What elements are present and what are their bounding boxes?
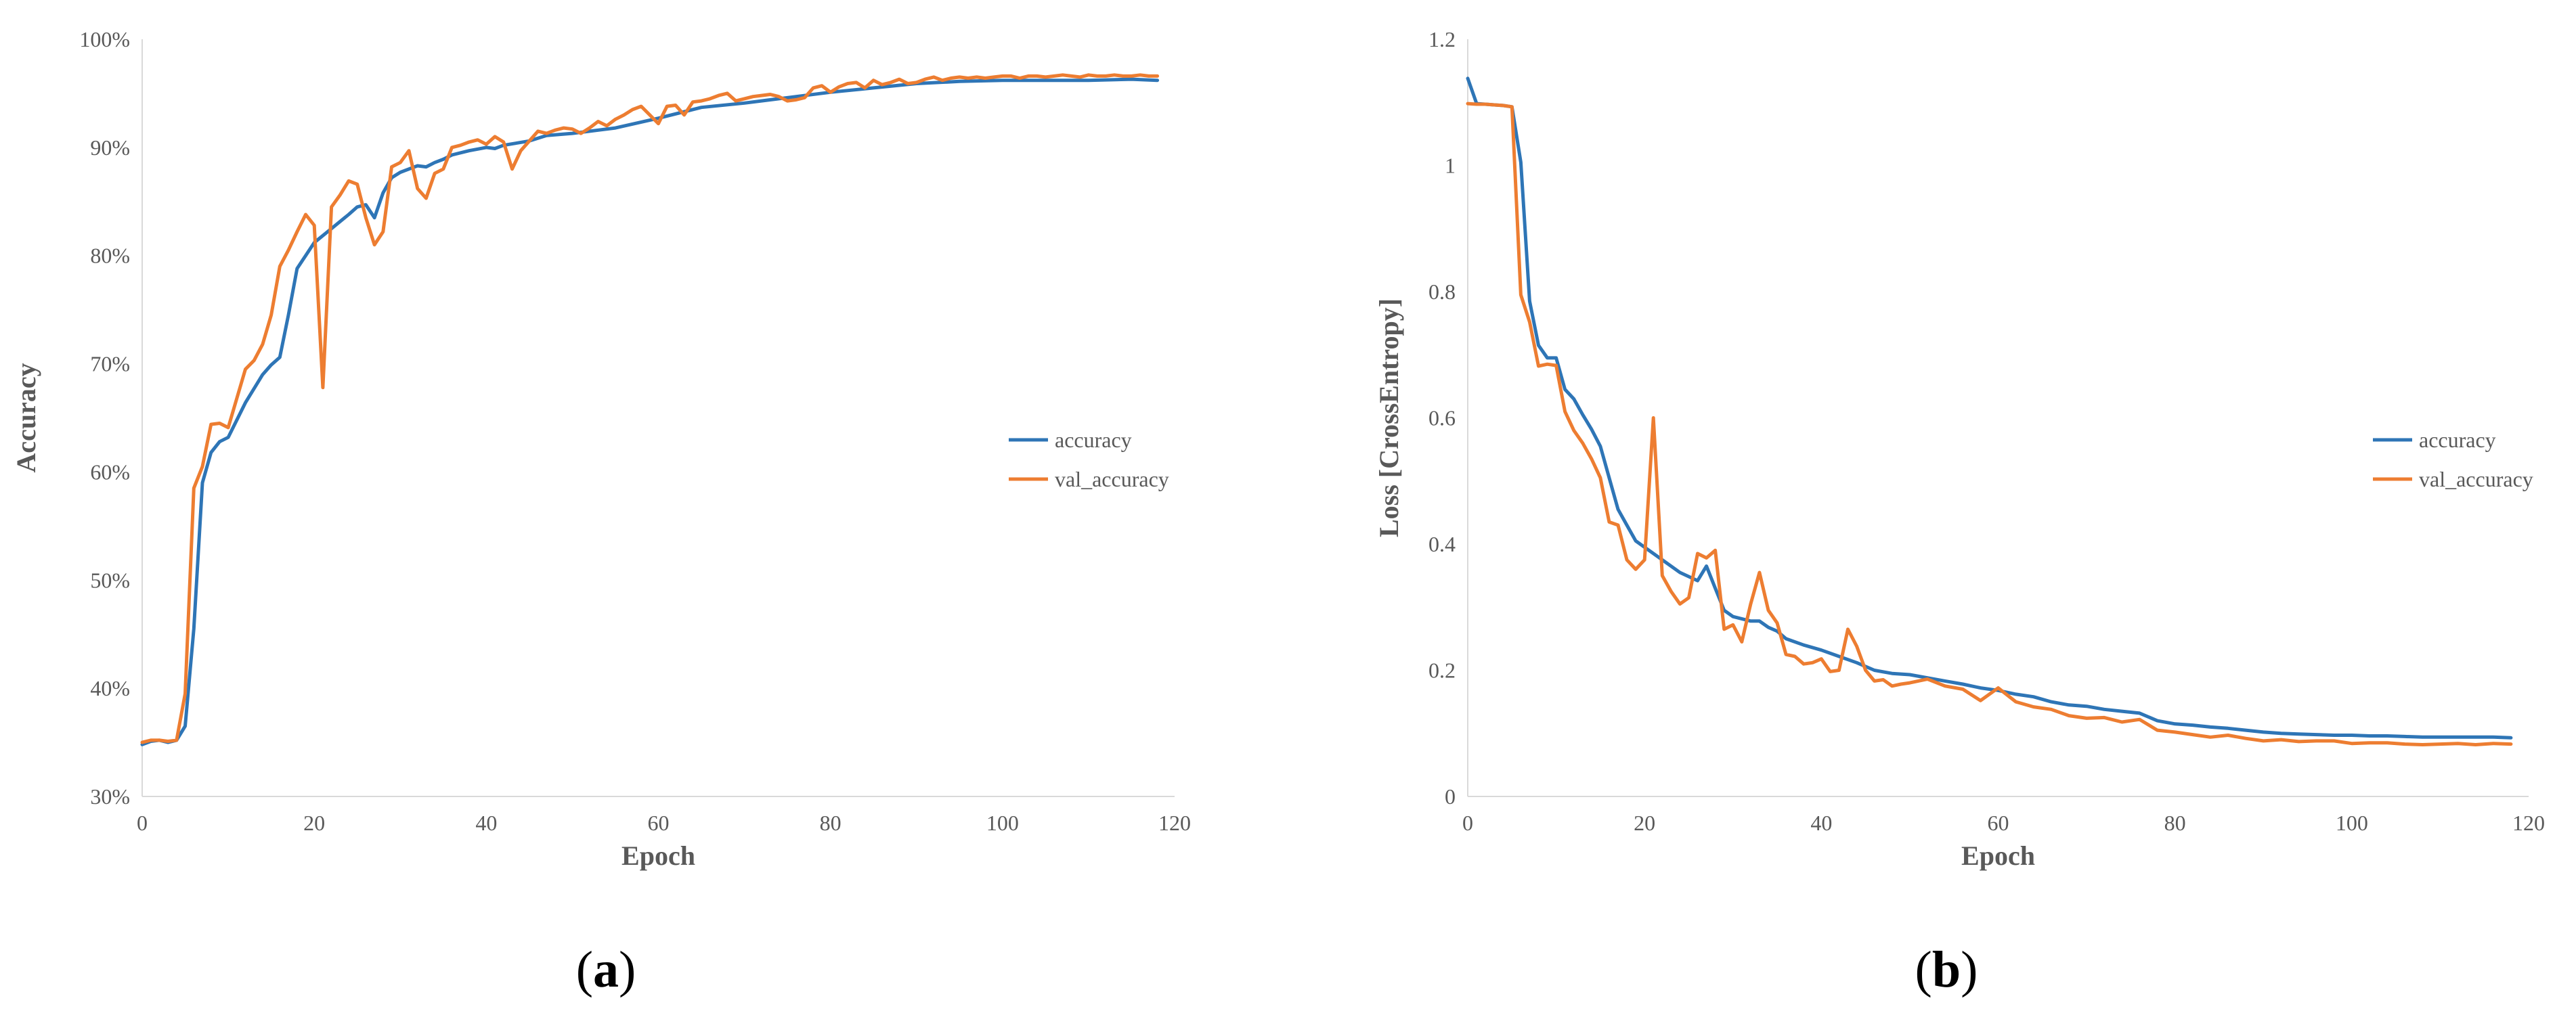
y-tick-label: 70% bbox=[90, 352, 130, 376]
y-tick-label: 0.4 bbox=[1428, 532, 1456, 556]
y-tick-label: 60% bbox=[90, 459, 130, 484]
x-tick-label: 40 bbox=[475, 811, 497, 835]
y-tick-label: 0.8 bbox=[1428, 279, 1456, 304]
panel-label-b: (b) bbox=[1915, 941, 1978, 998]
loss-chart: 0 0.2 0.4 0.6 0.8 1 1.2 0 20 40 60 80 100 120 Epoch Los… bbox=[1374, 27, 2545, 871]
y-tick-label: 1 bbox=[1445, 154, 1456, 178]
y-tick-label: 30% bbox=[90, 784, 130, 809]
x-axis-title: Epoch bbox=[1961, 840, 2035, 871]
series-line-val-accuracy bbox=[1466, 102, 2513, 746]
legend-label-val-accuracy: val_accuracy bbox=[2419, 467, 2533, 491]
panel-label-a-letter: a bbox=[593, 941, 619, 998]
x-tick-label: 80 bbox=[2164, 811, 2186, 835]
accuracy-chart: 30% 40% 50% 60% 70% 80% 90% 100% 0 20 40 60 80 100 120… bbox=[11, 27, 1191, 871]
y-tick-label: 0.2 bbox=[1428, 658, 1456, 683]
legend-label-accuracy: accuracy bbox=[1055, 428, 1132, 452]
y-tick-label: 40% bbox=[90, 676, 130, 700]
x-tick-label: 60 bbox=[1988, 811, 2009, 835]
y-tick-label: 0.6 bbox=[1428, 406, 1456, 430]
x-tick-label: 0 bbox=[137, 811, 148, 835]
panel-label-b-letter: b bbox=[1931, 941, 1961, 998]
x-tick-label: 20 bbox=[1634, 811, 1655, 835]
series-line-accuracy bbox=[140, 77, 1160, 746]
x-tick-label: 100 bbox=[2336, 811, 2368, 835]
x-tick-label: 60 bbox=[648, 811, 670, 835]
y-tick-label: 50% bbox=[90, 568, 130, 592]
y-tick-label: 0 bbox=[1445, 784, 1456, 809]
y-axis-title: Accuracy bbox=[11, 363, 41, 472]
x-tick-label: 20 bbox=[303, 811, 325, 835]
x-tick-label: 120 bbox=[2512, 811, 2545, 835]
y-tick-label: 100% bbox=[79, 27, 130, 51]
series-line-val-accuracy bbox=[140, 73, 1160, 744]
legend-label-val-accuracy: val_accuracy bbox=[1055, 467, 1169, 491]
x-tick-label: 40 bbox=[1810, 811, 1832, 835]
y-axis-title: Loss [CrossEntropy] bbox=[1374, 298, 1404, 537]
chart-panel-b: 0 0.2 0.4 0.6 0.8 1 1.2 0 20 40 60 80 100 120 Epoch Los… bbox=[1320, 0, 2576, 1013]
x-tick-label: 80 bbox=[820, 811, 842, 835]
y-tick-label: 1.2 bbox=[1428, 27, 1456, 51]
y-tick-label: 90% bbox=[90, 135, 130, 160]
x-tick-label: 100 bbox=[986, 811, 1019, 835]
x-axis-title: Epoch bbox=[621, 840, 695, 871]
x-tick-label: 120 bbox=[1158, 811, 1191, 835]
legend-label-accuracy: accuracy bbox=[2419, 428, 2496, 452]
x-tick-label: 0 bbox=[1462, 811, 1473, 835]
chart-panel-a: 30% 40% 50% 60% 70% 80% 90% 100% 0 20 40 60 80 100 120… bbox=[0, 0, 1286, 1013]
y-tick-label: 80% bbox=[90, 244, 130, 268]
series-line-accuracy bbox=[1466, 76, 2513, 740]
panel-label-a: (a) bbox=[575, 941, 636, 998]
